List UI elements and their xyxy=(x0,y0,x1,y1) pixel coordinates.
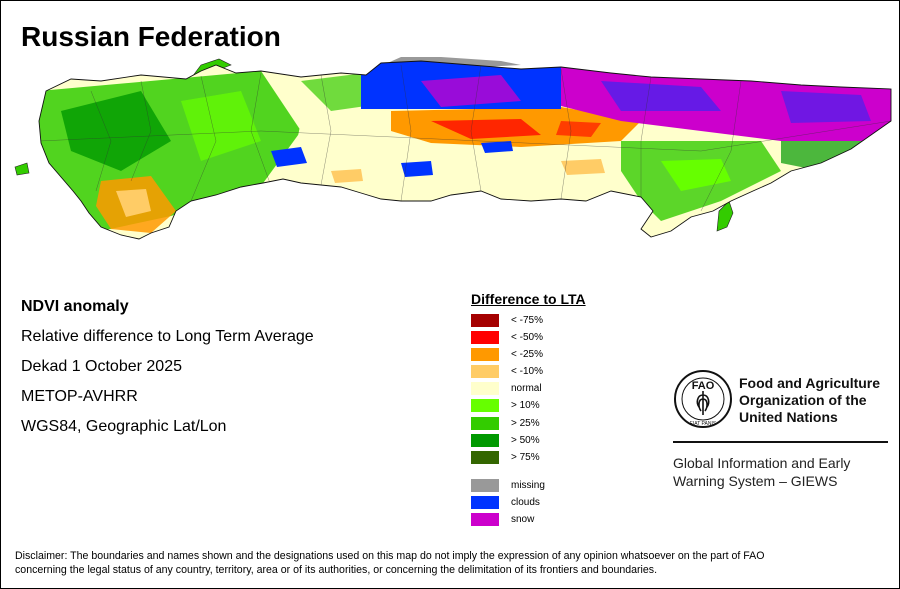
map-title: Russian Federation xyxy=(21,21,281,52)
legend-swatch xyxy=(471,399,499,413)
legend-label: < -50% xyxy=(511,332,543,344)
legend-item: > 75% xyxy=(471,449,671,466)
legend-swatch xyxy=(471,365,499,379)
fao-logo-icon: FAO FIAT PANIS xyxy=(674,370,732,428)
organization-divider xyxy=(673,441,888,443)
legend-masks: missing clouds snow xyxy=(471,477,671,528)
fao-logo-letters: FAO xyxy=(692,380,715,392)
legend-item: > 50% xyxy=(471,432,671,449)
legend-label: > 25% xyxy=(511,417,540,429)
kaliningrad-exclave xyxy=(14,162,30,176)
legend-swatch xyxy=(471,382,499,396)
legend-title: Difference to LTA xyxy=(471,291,586,307)
organization-name-line3: United Nations xyxy=(739,409,838,425)
giews-name-line2: Warning System – GIEWS xyxy=(673,473,838,489)
product-sensor: METOP-AVHRR xyxy=(21,388,138,405)
legend-swatch xyxy=(471,348,499,362)
legend-label: < -75% xyxy=(511,315,543,326)
legend-swatch xyxy=(471,513,499,527)
legend-label: snow xyxy=(511,514,535,526)
legend-label: < -25% xyxy=(511,349,543,361)
map-info: NDVI anomaly Relative difference to Long… xyxy=(21,297,314,447)
legend-swatch xyxy=(471,433,499,447)
legend-item: missing xyxy=(471,477,671,494)
disclaimer: Disclaimer: The boundaries and names sho… xyxy=(15,549,887,577)
legend-label: missing xyxy=(511,479,545,491)
disclaimer-line1: Disclaimer: The boundaries and names sho… xyxy=(15,550,765,562)
legend-classes: < -75% < -50% < -25% < -10% normal > 10%… xyxy=(471,312,671,466)
ndvi-anomaly-map xyxy=(14,57,892,240)
organization-name-line2: Organization of the xyxy=(739,392,867,408)
legend: Difference to LTA < -75% < -50% < -25% <… xyxy=(471,291,671,528)
legend-item: clouds xyxy=(471,494,671,511)
disclaimer-line2: concerning the legal status of any count… xyxy=(15,564,658,576)
legend-item: < -50% xyxy=(471,329,671,346)
legend-item: > 10% xyxy=(471,397,671,414)
legend-label: clouds xyxy=(511,496,540,508)
legend-label: > 50% xyxy=(511,434,540,446)
legend-swatch xyxy=(471,495,499,509)
legend-swatch xyxy=(471,331,499,345)
legend-item: > 25% xyxy=(471,415,671,432)
product-description: Relative difference to Long Term Average xyxy=(21,328,314,345)
fao-logo-motto: FIAT PANIS xyxy=(690,421,717,427)
legend-item: snow xyxy=(471,511,671,528)
legend-label: normal xyxy=(511,383,542,395)
legend-swatch xyxy=(471,314,499,327)
legend-item: normal xyxy=(471,380,671,397)
product-projection: WGS84, Geographic Lat/Lon xyxy=(21,418,227,435)
organization-name-line1: Food and Agriculture xyxy=(739,375,881,391)
legend-label: > 75% xyxy=(511,451,540,463)
legend-item: < -25% xyxy=(471,346,671,363)
legend-swatch xyxy=(471,450,499,464)
legend-swatch xyxy=(471,478,499,492)
legend-label: > 10% xyxy=(511,400,540,412)
giews-name: Global Information and Early Warning Sys… xyxy=(673,454,850,490)
giews-name-line1: Global Information and Early xyxy=(673,455,851,471)
country-outline xyxy=(38,60,892,240)
legend-swatch xyxy=(471,416,499,430)
legend-item: < -10% xyxy=(471,363,671,380)
product-name: NDVI anomaly xyxy=(21,298,129,315)
organization-name: Food and Agriculture Organization of the… xyxy=(739,375,880,426)
legend-item: < -75% xyxy=(471,312,671,329)
product-period: Dekad 1 October 2025 xyxy=(21,358,182,375)
legend-label: < -10% xyxy=(511,366,543,378)
